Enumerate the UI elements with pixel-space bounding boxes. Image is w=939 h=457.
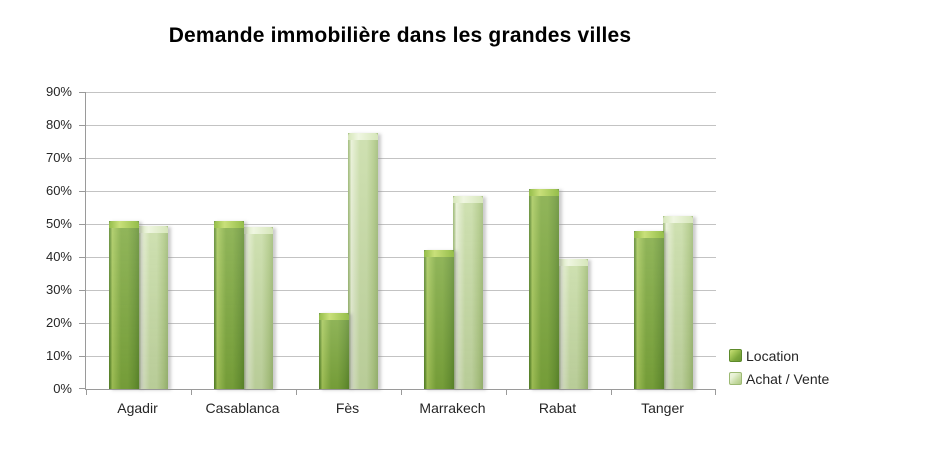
bar-achat-vente-agadir (138, 225, 168, 389)
y-tick-label: 0% (53, 381, 72, 396)
chart-title: Demande immobilière dans les grandes vil… (168, 24, 632, 47)
bar-top-bevel (243, 227, 273, 235)
gridline (86, 257, 716, 259)
bar-location-fès (319, 313, 349, 389)
category-group-agadir (86, 92, 191, 389)
bar-top-bevel (424, 250, 454, 258)
category-group-marrakech (401, 92, 506, 389)
bar-top-bevel (558, 258, 588, 266)
y-axis-tick (79, 388, 85, 389)
legend-marker-icon (729, 349, 742, 362)
category-group-fès (296, 92, 401, 389)
y-tick-label: 70% (45, 150, 72, 165)
x-axis-tick (505, 390, 507, 395)
gridline (86, 125, 716, 127)
bar-top-bevel (214, 220, 244, 228)
gridline (86, 92, 716, 93)
bar-top-bevel (319, 313, 349, 321)
x-tick-label-casablanca: Casablanca (205, 400, 280, 416)
y-tick-label: 50% (45, 216, 72, 231)
gridline (86, 158, 716, 159)
bar-location-casablanca (214, 220, 244, 389)
y-axis-tick (79, 257, 85, 259)
y-tick-label: 40% (45, 249, 72, 265)
category-group-tanger (611, 92, 716, 389)
x-tick-label-tanger: Tanger (641, 400, 684, 416)
bar-top-bevel (663, 215, 693, 223)
x-tick-label-fès: Fès (335, 400, 360, 416)
bar-location-tanger (634, 230, 664, 389)
category-group-rabat (506, 92, 611, 389)
y-tick-label: 30% (45, 282, 72, 298)
x-axis-tick (401, 390, 402, 395)
bar-achat-vente-fès (348, 133, 378, 389)
legend-label: Achat / Vente (746, 370, 830, 387)
legend: Location Achat / Vente (729, 344, 829, 390)
y-tick-label: 90% (45, 84, 72, 99)
y-tick-label: 80% (45, 117, 72, 133)
y-axis-labels: 0% 10% 20% 30% 40% 50% 60% 70% 80% 90% (0, 84, 72, 396)
bar-achat-vente-rabat (558, 258, 588, 389)
bar-location-agadir (109, 220, 139, 389)
x-axis-tick (190, 390, 192, 395)
y-axis-tick (79, 323, 85, 325)
gridline (86, 290, 716, 292)
x-axis-tick (715, 390, 716, 395)
gridline (86, 191, 716, 193)
y-axis-tick (79, 224, 85, 225)
bar-top-bevel (138, 225, 168, 233)
bar-top-bevel (453, 195, 483, 203)
y-tick-label: 10% (45, 348, 72, 364)
bar-location-marrakech (424, 250, 454, 389)
category-group-casablanca (191, 92, 296, 389)
bar-top-bevel (109, 220, 139, 228)
bar-top-bevel (634, 230, 664, 238)
legend-item: Achat / Vente (729, 367, 829, 390)
bar-location-rabat (529, 189, 559, 389)
x-axis-tick (295, 390, 297, 395)
bar-top-bevel (348, 133, 378, 141)
gridline (86, 323, 716, 325)
legend-marker-icon (729, 372, 742, 385)
x-axis-labels: Agadir Casablanca Fès Marrakech Rabat Tanger (85, 400, 715, 416)
y-axis-tick (79, 356, 85, 358)
x-tick-label-marrakech: Marrakech (419, 400, 486, 416)
x-tick-label-agadir: Agadir (117, 400, 158, 416)
x-axis-tick (86, 390, 87, 395)
y-axis-tick (79, 290, 85, 292)
legend-item: Location (729, 344, 829, 367)
y-tick-label: 60% (45, 183, 72, 199)
bar-achat-vente-tanger (663, 215, 693, 389)
x-axis-tick (611, 390, 612, 395)
plot-area (79, 92, 716, 395)
gridline (86, 224, 716, 225)
y-axis-tick (79, 158, 85, 159)
gridline (86, 356, 716, 358)
y-axis-tick (79, 92, 85, 93)
bar-achat-vente-casablanca (243, 227, 273, 389)
legend-label: Location (746, 347, 799, 364)
y-axis-tick (79, 125, 85, 127)
x-tick-label-rabat: Rabat (538, 400, 577, 416)
bar-achat-vente-marrakech (453, 195, 483, 389)
bar-top-bevel (529, 189, 559, 197)
y-axis-tick (79, 191, 85, 193)
y-tick-label: 20% (45, 315, 72, 331)
bars-container (86, 92, 716, 389)
